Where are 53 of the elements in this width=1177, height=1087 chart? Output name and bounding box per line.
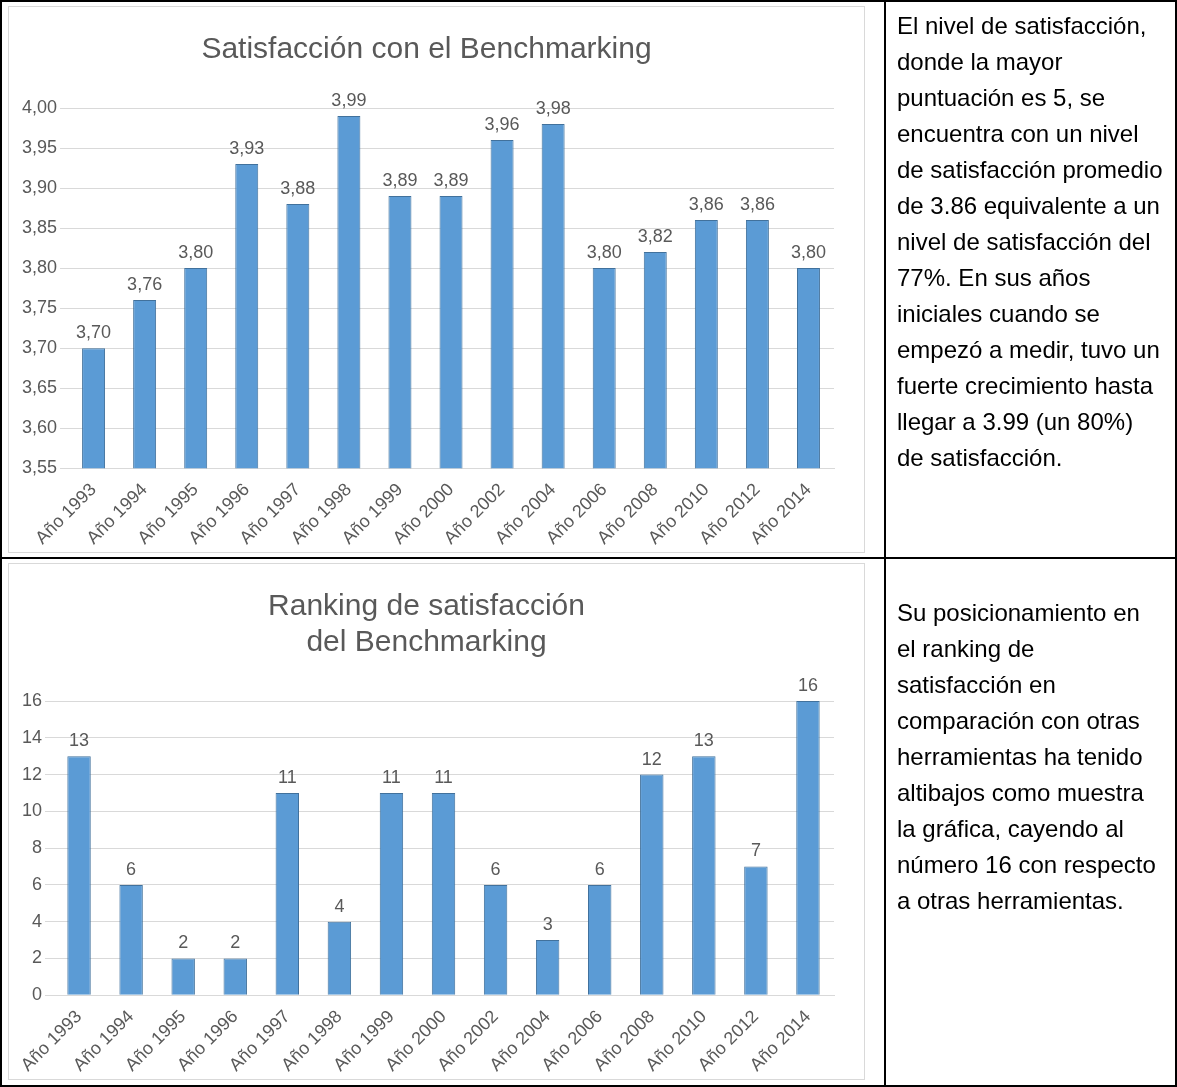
y-tick-label: 3,55 (21, 457, 58, 478)
data-label: 3,86 (739, 194, 775, 215)
y-tick-label: 3,70 (21, 337, 58, 358)
y-tick-label: 14 (21, 726, 43, 747)
data-label: 6 (490, 858, 501, 879)
data-label: 3,86 (688, 194, 724, 215)
data-label: 3,76 (127, 274, 163, 295)
y-tick-label: 0 (32, 984, 43, 1005)
data-label: 13 (693, 730, 714, 751)
data-label: 2 (230, 932, 241, 953)
data-label: 3,99 (331, 89, 367, 110)
data-label: 3,70 (76, 322, 112, 343)
data-label: 6 (126, 858, 137, 879)
data-label: 3,88 (280, 178, 316, 199)
y-tick-label: 3,95 (21, 136, 58, 157)
y-tick-label: 6 (32, 873, 43, 894)
data-label: 16 (797, 674, 818, 695)
y-tick-label: 2 (32, 947, 43, 968)
data-label: 3 (542, 914, 553, 935)
data-label: 3,93 (229, 138, 265, 158)
chart-title: Satisfacción con el Benchmarking (201, 31, 652, 65)
data-label: 11 (382, 766, 401, 787)
y-tick-label: 16 (21, 689, 43, 710)
y-tick-label: 3,60 (21, 417, 58, 438)
y-tick-label: 3,65 (21, 377, 58, 398)
y-tick-label: 8 (32, 837, 43, 858)
y-tick-label: 4,00 (21, 96, 58, 117)
y-tick-label: 12 (21, 763, 43, 784)
y-tick-label: 3,85 (21, 217, 58, 238)
data-label: 3,80 (178, 242, 214, 263)
y-tick-label: 3,80 (21, 257, 58, 278)
data-label: 7 (750, 840, 761, 861)
y-tick-label: 4 (32, 910, 43, 931)
text: El nivel de satisfacción, donde la mayor puntuación es 5, se encuentra con un nivel de satisfacción promedio de 3.86 equivalente a un nivel de satisfacción del 77%. En sus años iniciales cuando se empezó a medir, tuvo un fuerte crecimiento hasta llegar a 3.99 (un 80%) de satisfacción. (897, 12, 1163, 471)
data-label: 13 (69, 730, 90, 751)
data-label: 3,82 (637, 226, 673, 247)
data-label: 3,96 (484, 113, 520, 134)
chart-title: Ranking de satisfacción del Benchmarking (268, 588, 585, 658)
data-label: 3,98 (535, 97, 571, 118)
data-label: 3,89 (382, 170, 418, 191)
data-label: 4 (334, 895, 345, 916)
data-label: 12 (641, 748, 662, 769)
data-label: 3,89 (433, 170, 469, 191)
data-label: 6 (594, 858, 605, 879)
data-label: 11 (277, 766, 297, 787)
y-tick-label: 3,75 (21, 297, 58, 318)
y-tick-label: 10 (21, 800, 43, 821)
data-label: 11 (434, 766, 453, 787)
y-tick-label: 3,90 (21, 177, 58, 198)
data-label: 3,80 (586, 242, 622, 263)
data-label: 3,80 (790, 242, 826, 263)
text: Su posicionamiento en el ranking de satisfacción en comparación con otras herramientas ha tenido altibajos como muestra la gráfica, cayendo al número 16 con respecto a otras herramientas. (897, 599, 1156, 914)
data-label: 2 (178, 932, 189, 953)
